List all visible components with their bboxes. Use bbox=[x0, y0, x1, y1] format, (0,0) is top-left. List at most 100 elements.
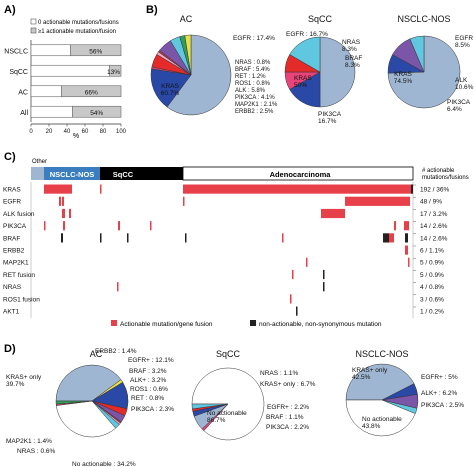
b-pie-2-slice-label: PIK3CA 16.7% bbox=[318, 111, 342, 125]
bar-none bbox=[30, 44, 71, 57]
actionable-mark bbox=[69, 208, 71, 219]
gene-label: MAP2K1 bbox=[3, 260, 29, 267]
x-tick-label: 100 bbox=[116, 129, 127, 135]
d-pie-1-slice-label: NRAS : 0.6% bbox=[17, 448, 56, 455]
b-pie-2-slice-pik3ca bbox=[289, 36, 321, 73]
header-bar-sqcc bbox=[100, 167, 183, 180]
panel-label-c: C) bbox=[4, 151, 16, 163]
b-pie-1-slice-label: BRAF : 5.4% bbox=[235, 67, 270, 73]
gene-count: 5 / 0.9% bbox=[420, 260, 444, 267]
header-group-other: Other bbox=[32, 159, 47, 165]
nonactionable-mark bbox=[100, 233, 102, 243]
d-pie-1-slice-label: ROS1 : 0.6% bbox=[130, 386, 168, 393]
nonactionable-mark bbox=[411, 184, 413, 194]
b-pie-1-slice-erbb2 bbox=[184, 34, 192, 76]
actionable-mark bbox=[404, 221, 409, 231]
gene-count: 192 / 36% bbox=[420, 187, 449, 194]
actionable-mark bbox=[62, 196, 64, 206]
actionable-mark bbox=[118, 221, 120, 231]
nonactionable-mark bbox=[296, 306, 298, 316]
actionable-mark bbox=[282, 233, 284, 243]
gene-label: RET fusion bbox=[3, 272, 35, 279]
d-pie-1-slice-label: PIK3CA : 2.3% bbox=[131, 406, 174, 413]
b-pie-1-slice-egfr bbox=[150, 68, 192, 108]
actionable-mark bbox=[183, 184, 411, 194]
d-pie-2-slice-label: KRAS+ only : 6.7% bbox=[260, 381, 316, 388]
data-label: 56% bbox=[89, 48, 102, 55]
gene-label: EGFR bbox=[3, 199, 21, 206]
actionable-mark bbox=[63, 221, 65, 231]
gene-count: 1 / 0.2% bbox=[420, 309, 444, 316]
d-pie-3-slice-kras bbox=[345, 363, 415, 401]
d-pie-1-slice-label: ERBB2 : 1.4% bbox=[95, 348, 137, 355]
d-pie-3-slice-label: EGFR+ : 5% bbox=[421, 374, 458, 381]
actionable-mark bbox=[62, 208, 65, 219]
gene-count: 5 / 0.9% bbox=[420, 272, 444, 279]
d-pie-1-slice-kras bbox=[55, 364, 122, 402]
category-label: SqCC bbox=[9, 69, 28, 76]
actionable-mark bbox=[292, 269, 294, 280]
data-label: 66% bbox=[85, 89, 98, 96]
right-header-text: # actionable bbox=[422, 168, 455, 174]
d-pie-1-slice-label: MAP2K1 : 1.4% bbox=[6, 438, 52, 445]
data-label: 54% bbox=[90, 110, 103, 117]
legend-swatch-nonactionable bbox=[250, 320, 256, 326]
category-label: All bbox=[20, 110, 28, 117]
b-pie-1-slice-label: NRAS : 0.8% bbox=[235, 60, 271, 66]
b-pie-1-slice-label: ROS1 : 0.8% bbox=[235, 81, 271, 87]
d-pie-3-slice-none bbox=[345, 399, 416, 437]
b-pie-2-slice-label: KRAS 50% bbox=[294, 75, 312, 89]
bar-actionable bbox=[72, 105, 122, 118]
x-tick-label: 80 bbox=[100, 129, 107, 135]
b-pie-1-slice-label: ALK : 5.8% bbox=[235, 88, 266, 94]
gene-count: 6 / 1.1% bbox=[420, 248, 444, 255]
pie-title: SqCC bbox=[216, 349, 241, 359]
nonactionable-mark bbox=[127, 233, 129, 243]
d-pie-1-slice-label: ALK+ : 3.2% bbox=[130, 377, 167, 384]
bar-actionable bbox=[61, 85, 122, 98]
legend-label-actionable-mutation: Actionable mutation/gene fusion bbox=[120, 321, 213, 328]
b-pie-1-slice-label: PIK3CA : 4.1% bbox=[235, 95, 275, 101]
actionable-mark bbox=[59, 196, 61, 206]
actionable-mark bbox=[345, 196, 410, 206]
b-pie-1-slice-label: RET : 1.2% bbox=[235, 74, 266, 80]
x-tick-label: 0 bbox=[29, 129, 33, 135]
panel-d-pies: AC KRAS+ only 39.7% ERBB2 : 1.4% EGFR+ : 12.… bbox=[6, 348, 464, 467]
actionable-mark bbox=[150, 221, 152, 231]
b-pie-1-slice-label: ERBB2 : 2.5% bbox=[235, 109, 274, 115]
x-tick-label: 20 bbox=[46, 129, 53, 135]
header-bar-nsclc-nos bbox=[44, 167, 100, 180]
pie-title: AC bbox=[90, 349, 103, 359]
d-pie-1-slice-label: KRAS+ only 39.7% bbox=[6, 374, 42, 388]
actionable-mark bbox=[117, 282, 119, 292]
d-pie-2-slice-label: PIK3CA : 2.2% bbox=[266, 424, 309, 431]
x-axis-label: % bbox=[73, 133, 79, 140]
actionable-mark bbox=[408, 257, 410, 267]
panel-label-a: A) bbox=[4, 4, 16, 16]
category-label: AC bbox=[18, 89, 28, 96]
d-pie-3-slice-label: KRAS+ only 42.5% bbox=[352, 367, 388, 381]
panel-label-d: D) bbox=[4, 343, 16, 355]
b-pie-1-slice-label: EGFR : 17.4% bbox=[233, 35, 275, 42]
gene-label: AKT1 bbox=[3, 309, 20, 316]
bar-actionable bbox=[70, 44, 122, 57]
actionable-mark bbox=[44, 221, 46, 231]
nonactionable-mark bbox=[405, 233, 408, 243]
nonactionable-mark bbox=[185, 233, 187, 243]
b-pie-3-slice-pik3ca bbox=[409, 35, 425, 73]
legend-label-nonactionable: non-actionable, non-synonymous mutation bbox=[259, 321, 382, 328]
gene-count: 14 / 2.6% bbox=[420, 235, 448, 242]
gene-count: 48 / 9% bbox=[420, 199, 442, 206]
d-pie-1-slice-label: EGFR+ : 12.1% bbox=[128, 357, 174, 364]
b-pie-2-slice-label: NRAS 8.3% bbox=[342, 39, 361, 53]
nonactionable-mark bbox=[61, 233, 63, 243]
nonactionable-mark bbox=[323, 282, 325, 292]
d-pie-1-slice-label: No actionable : 34.2% bbox=[72, 461, 136, 467]
actionable-mark bbox=[44, 184, 72, 194]
b-pie-1-slice-label: KRAS 60.7% bbox=[161, 83, 180, 97]
b-pie-1-slice-label: MAP2K1 : 2.1% bbox=[235, 102, 278, 108]
x-tick-label: 40 bbox=[64, 129, 71, 135]
d-pie-2-slice-label: NRAS : 1.1% bbox=[260, 370, 299, 377]
header-group-sqcc: SqCC bbox=[113, 170, 134, 179]
